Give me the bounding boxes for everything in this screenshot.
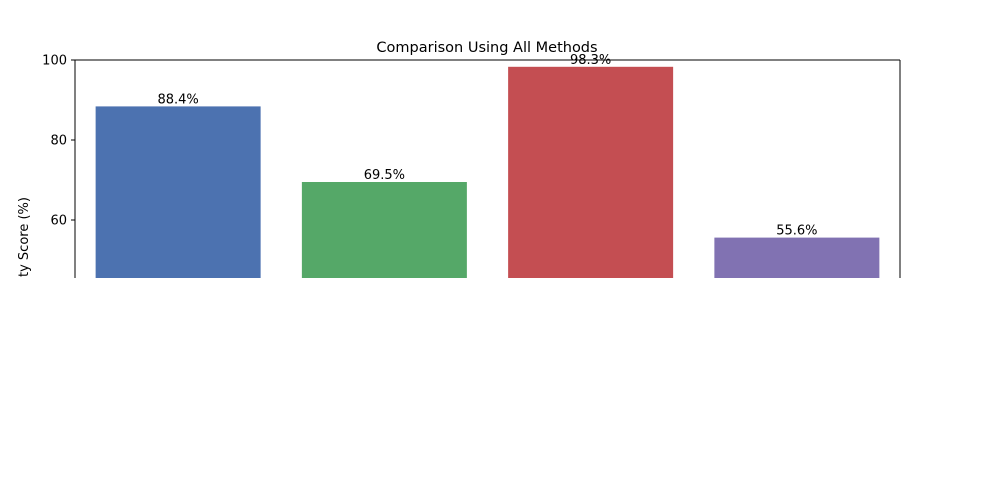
data-label-1: 88.4%	[157, 92, 198, 107]
data-label-4: 55.6%	[776, 224, 817, 239]
data-label-2: 69.5%	[364, 168, 405, 183]
y-tick-label: 80	[50, 134, 67, 149]
bars-group	[95, 66, 880, 279]
bar-2	[301, 182, 467, 278]
bar-3	[508, 66, 674, 278]
bar-4	[714, 237, 880, 278]
y-tick-label: 60	[50, 214, 67, 229]
bar-1	[95, 106, 261, 279]
chart-title: Comparison Using All Methods	[376, 40, 597, 56]
y-axis-label: ty Score (%)	[17, 197, 32, 277]
axes-frame	[74, 59, 901, 278]
y-tick-label: 100	[42, 54, 67, 69]
y-ticks-group: 60 80 100	[42, 54, 75, 229]
data-labels-group: 88.4%69.5%98.3%55.6%	[157, 53, 817, 239]
